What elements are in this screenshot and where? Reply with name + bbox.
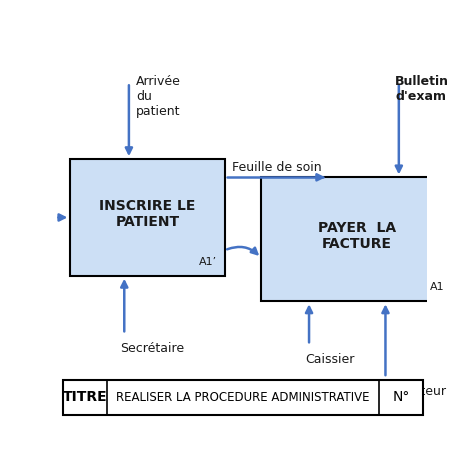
FancyBboxPatch shape xyxy=(70,159,225,276)
Text: INSCRIRE LE
PATIENT: INSCRIRE LE PATIENT xyxy=(99,199,196,229)
Text: Secrétaire: Secrétaire xyxy=(120,342,185,355)
Text: Caissier: Caissier xyxy=(305,353,355,365)
Text: Opérateur: Opérateur xyxy=(382,385,446,398)
FancyBboxPatch shape xyxy=(63,380,423,415)
Text: A1: A1 xyxy=(430,283,445,292)
Text: A1’: A1’ xyxy=(199,257,217,267)
Text: Bulletin
d'exam: Bulletin d'exam xyxy=(395,75,449,103)
Text: REALISER LA PROCEDURE ADMINISTRATIVE: REALISER LA PROCEDURE ADMINISTRATIVE xyxy=(116,391,370,404)
Text: TITRE: TITRE xyxy=(63,390,107,404)
Text: PAYER  LA
FACTURE: PAYER LA FACTURE xyxy=(318,220,396,251)
Text: N°: N° xyxy=(392,390,410,404)
Text: Feuille de soin: Feuille de soin xyxy=(232,161,321,173)
Text: Arrivée
du
patient: Arrivée du patient xyxy=(136,75,181,118)
FancyBboxPatch shape xyxy=(261,177,452,301)
